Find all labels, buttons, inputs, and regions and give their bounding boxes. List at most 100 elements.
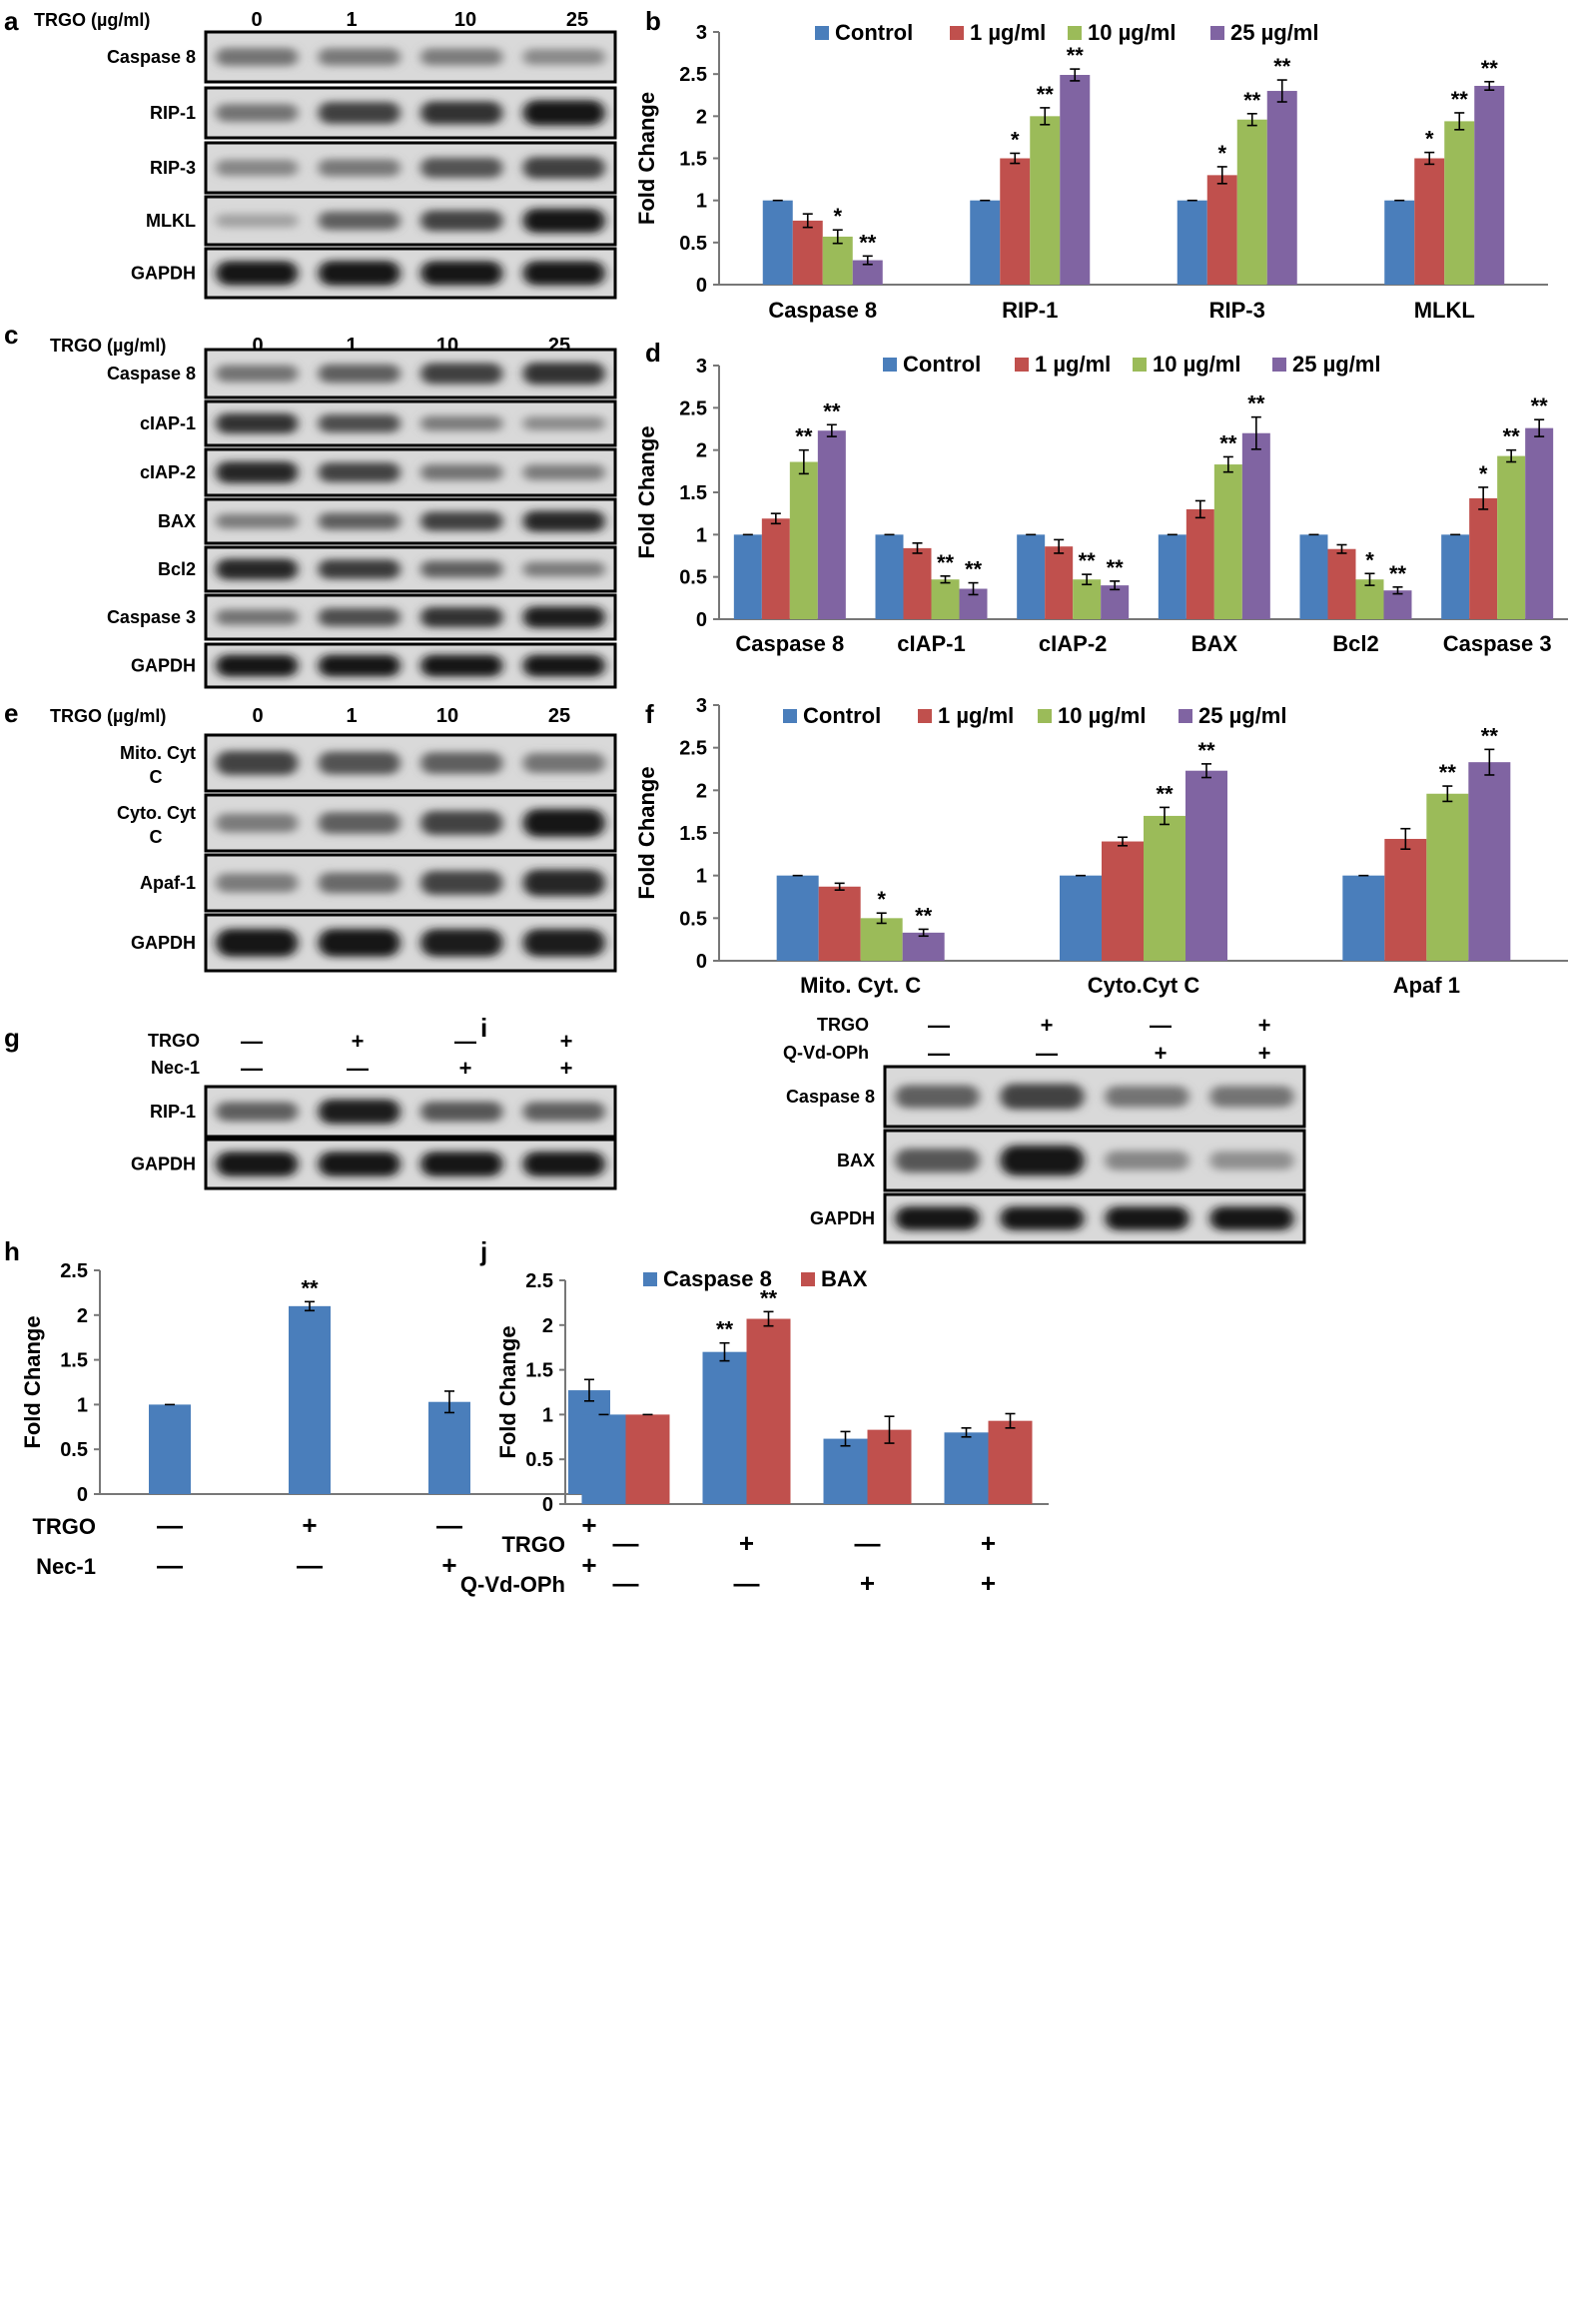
- blot-label-wrap: C: [150, 767, 163, 787]
- blot-strip: [883, 1065, 1306, 1129]
- bar: [1185, 508, 1214, 619]
- bar: [988, 1420, 1033, 1504]
- blot-band: [216, 1102, 299, 1122]
- significance-label: **: [1247, 391, 1265, 416]
- condition-marker: —: [928, 1041, 950, 1066]
- y-tick-label: 0.5: [60, 1439, 88, 1461]
- bar: [149, 1404, 191, 1494]
- bar: [1426, 793, 1469, 961]
- blot-band: [420, 157, 503, 179]
- lane-label: 1: [346, 335, 357, 357]
- bar: [1299, 534, 1328, 619]
- blot-label: GAPDH: [131, 264, 196, 284]
- blot-band: [420, 870, 503, 896]
- significance-label: *: [1217, 141, 1226, 166]
- significance-label: **: [1273, 54, 1291, 79]
- blot-band: [216, 929, 299, 957]
- blot-band: [216, 461, 299, 483]
- blot-strip: [204, 1138, 617, 1190]
- y-tick-label: 2: [77, 1305, 88, 1327]
- bar: [1441, 534, 1470, 619]
- legend-swatch: [643, 1272, 657, 1286]
- y-tick-label: 2: [696, 440, 707, 462]
- lane-label: 0: [251, 9, 262, 31]
- blot-label: Mito. Cyt: [120, 743, 196, 763]
- blot-band: [522, 208, 605, 234]
- blot-band: [420, 415, 503, 431]
- significance-label: **: [1451, 87, 1469, 112]
- lane-label: 0: [252, 705, 263, 727]
- condition-marker: +: [1155, 1041, 1168, 1066]
- bar: [1241, 432, 1270, 619]
- chart-h: h 0 0.5 1 1.5 2 2.5 Fold Change ** TRGO — + — + Nec-1 —…: [4, 1236, 659, 1580]
- condition-label: Q-Vd-OPh: [783, 1043, 869, 1063]
- panel-letter-j: j: [479, 1236, 487, 1266]
- category-label: Mito. Cyt. C: [800, 973, 921, 998]
- condition-marker: +: [459, 1056, 472, 1081]
- blot-band: [895, 1206, 980, 1230]
- legend-swatch: [883, 358, 897, 372]
- significance-label: **: [1037, 82, 1055, 107]
- y-tick-label: 2.5: [679, 738, 707, 760]
- blot-label: Caspase 8: [786, 1087, 875, 1107]
- blot-label: GAPDH: [810, 1208, 875, 1228]
- condition-marker: —: [157, 1510, 183, 1540]
- category-label: Caspase 3: [1443, 631, 1552, 656]
- condition-marker: +: [560, 1056, 573, 1081]
- blot-band: [420, 1102, 503, 1122]
- category-label: Apaf 1: [1393, 973, 1460, 998]
- blot-band: [1000, 1206, 1085, 1230]
- blot-band: [216, 558, 299, 580]
- bar: [1060, 875, 1102, 961]
- blot-band: [216, 159, 299, 177]
- blot-band: [420, 752, 503, 774]
- category-label: RIP-3: [1209, 298, 1265, 323]
- bar: [289, 1305, 331, 1494]
- y-tick-label: 1: [77, 1394, 88, 1416]
- blot-band: [522, 753, 605, 773]
- legend-swatch: [1133, 358, 1147, 372]
- blot-band: [522, 1102, 605, 1122]
- condition-marker: —: [157, 1550, 183, 1580]
- panel-letter-c: c: [4, 320, 18, 350]
- blot-band: [522, 261, 605, 286]
- blot-band: [318, 462, 400, 482]
- y-tick-label: 1.5: [679, 149, 707, 171]
- significance-label: **: [823, 398, 841, 423]
- y-tick-label: 1: [696, 866, 707, 888]
- y-tick-label: 3: [696, 22, 707, 44]
- bar: [733, 534, 762, 619]
- blot-label: Apaf-1: [140, 873, 196, 893]
- bar: [1206, 175, 1237, 285]
- y-tick-label: 1.5: [679, 823, 707, 845]
- blot-band: [420, 929, 503, 957]
- y-tick-label: 0.5: [679, 567, 707, 589]
- y-tick-label: 0: [77, 1484, 88, 1506]
- blot-band: [318, 872, 400, 894]
- blot-band: [216, 104, 299, 122]
- blot-band: [318, 929, 400, 957]
- blot-label: GAPDH: [131, 1155, 196, 1174]
- condition-marker: —: [613, 1528, 639, 1558]
- condition-label: Q-Vd-OPh: [460, 1572, 565, 1597]
- bar: [1045, 546, 1074, 619]
- category-label: cIAP-1: [897, 631, 965, 656]
- significance-label: **: [937, 550, 955, 575]
- condition-marker: +: [981, 1528, 996, 1558]
- blot-strip: [204, 399, 617, 447]
- legend-swatch: [801, 1272, 815, 1286]
- blot-band: [420, 210, 503, 232]
- significance-label: **: [1481, 56, 1499, 81]
- blot-label: GAPDH: [131, 933, 196, 953]
- blot-band: [420, 101, 503, 125]
- legend-label: 25 µg/ml: [1292, 352, 1380, 377]
- bar: [1017, 534, 1046, 619]
- bar: [1469, 497, 1498, 619]
- legend-swatch: [1038, 709, 1052, 723]
- condition-label: TRGO: [32, 1514, 96, 1539]
- bar: [817, 430, 846, 619]
- bar: [1474, 85, 1505, 286]
- blot-band: [216, 609, 299, 625]
- blot-band: [216, 1152, 299, 1176]
